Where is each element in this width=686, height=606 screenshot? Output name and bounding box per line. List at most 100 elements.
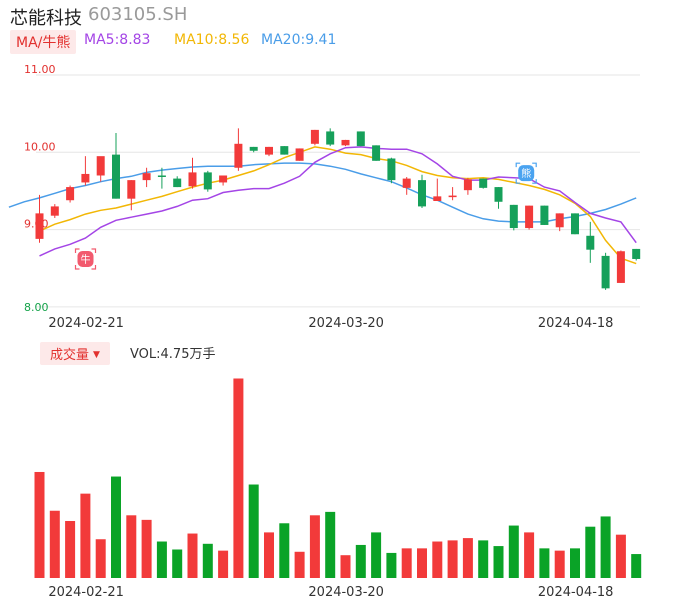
candle-body xyxy=(341,139,350,146)
candlestick xyxy=(341,139,350,147)
candlestick xyxy=(372,145,381,161)
candlestick xyxy=(326,128,335,147)
candle-body xyxy=(280,146,289,155)
candlestick xyxy=(35,194,44,243)
candlestick xyxy=(433,178,442,201)
candle-body xyxy=(157,175,166,177)
candlestick xyxy=(448,187,457,201)
stock-code: 603105.SH xyxy=(88,4,188,25)
bear-marker-icon[interactable]: 熊 xyxy=(515,162,537,184)
marker-corner-bracket xyxy=(74,248,80,253)
marker-corner-bracket xyxy=(74,264,80,270)
candlestick xyxy=(295,148,304,161)
candlestick xyxy=(525,205,534,230)
candle-body xyxy=(372,145,381,161)
candle-body xyxy=(35,213,44,239)
candle-body xyxy=(418,180,426,207)
volume-bar xyxy=(631,554,642,578)
candlestick xyxy=(463,177,472,195)
price-axis-tick-label: 10.00 xyxy=(24,140,56,153)
candle-body xyxy=(249,146,258,151)
bear-marker-bg xyxy=(518,165,535,182)
volume-bar xyxy=(34,471,45,578)
candlestick xyxy=(66,185,75,203)
candlestick xyxy=(509,204,518,231)
volume-bar xyxy=(600,516,611,578)
candlestick xyxy=(402,177,411,195)
price-axis-tick-label: 11.00 xyxy=(24,63,56,76)
candle-body xyxy=(601,255,610,289)
candle-body xyxy=(81,173,90,183)
volume-bar xyxy=(80,493,91,578)
candle-body xyxy=(402,178,411,188)
candlestick xyxy=(356,131,365,147)
candle-body xyxy=(494,187,503,202)
candlestick xyxy=(81,156,90,186)
volume-bar xyxy=(126,515,137,578)
candlestick xyxy=(50,204,59,219)
volume-indicator-label: 成交量 xyxy=(50,348,90,363)
volume-bar xyxy=(340,555,351,578)
candle-body xyxy=(540,205,549,225)
candlestick xyxy=(96,156,105,182)
volume-bar xyxy=(524,532,535,578)
candle-body xyxy=(571,213,579,235)
candlestick xyxy=(586,221,595,263)
marker-corner-bracket xyxy=(91,264,97,270)
candlestick xyxy=(157,167,166,189)
candle-body xyxy=(433,196,442,201)
volume-bar xyxy=(141,519,152,578)
candlestick xyxy=(112,132,120,199)
volume-bar xyxy=(493,546,504,578)
candle-body xyxy=(356,131,365,147)
candle-body xyxy=(326,131,335,145)
candlestick xyxy=(142,167,151,188)
candlestick xyxy=(387,157,396,184)
bull-marker-icon[interactable]: 牛 xyxy=(74,248,97,270)
bull-marker-bg xyxy=(77,250,94,267)
volume-bar xyxy=(156,541,167,578)
candlestick xyxy=(616,250,625,283)
date-axis-tick-label: 2024-03-20 xyxy=(308,316,384,331)
volume-bar xyxy=(386,552,397,578)
candlestick xyxy=(418,174,426,208)
volume-date-axis-tick-label: 2024-03-20 xyxy=(308,585,384,600)
date-axis-tick-label: 2024-02-21 xyxy=(48,316,124,331)
marker-corner-bracket xyxy=(532,179,537,184)
ma-indicator-selector[interactable]: MA/牛熊 xyxy=(10,30,77,54)
ma5-line xyxy=(39,146,637,257)
candlestick xyxy=(555,213,564,232)
candlestick xyxy=(219,175,228,186)
volume-bar xyxy=(447,540,458,578)
volume-bar xyxy=(49,510,60,578)
candlestick xyxy=(310,129,319,146)
candlestick xyxy=(479,178,488,189)
volume-bar xyxy=(279,523,290,578)
candlestick xyxy=(173,176,182,188)
volume-bar xyxy=(233,378,244,578)
candle-body xyxy=(448,195,457,198)
candle-body xyxy=(112,154,120,199)
volume-indicator-selector[interactable]: 成交量 ▼ xyxy=(40,342,110,365)
candlestick xyxy=(203,170,212,192)
marker-corner-bracket xyxy=(532,162,537,168)
candle-body xyxy=(173,178,182,188)
candle-body xyxy=(479,178,488,188)
bear-marker-label: 熊 xyxy=(521,167,531,180)
volume-bar xyxy=(264,532,274,578)
volume-bar xyxy=(417,548,427,578)
ma10-line xyxy=(39,146,637,265)
volume-date-axis-tick-label: 2024-02-21 xyxy=(48,585,124,600)
ma5-label: MA5:8.83 xyxy=(84,32,151,48)
volume-bar xyxy=(539,548,550,578)
volume-bar xyxy=(202,543,213,578)
stock-name: 芯能科技 xyxy=(10,8,82,29)
candlestick xyxy=(127,180,136,211)
candle-body xyxy=(142,173,151,181)
volume-bar xyxy=(478,540,489,578)
candle-body xyxy=(188,172,197,187)
volume-bar xyxy=(65,521,76,578)
candle-body xyxy=(127,180,136,199)
bull-marker-label: 牛 xyxy=(81,253,91,266)
